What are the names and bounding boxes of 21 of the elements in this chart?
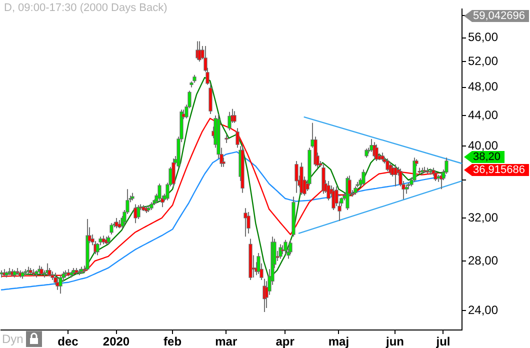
x-tick-label: 2020: [102, 334, 130, 348]
y-tick-label: 28,00: [468, 253, 498, 268]
y-tick-label: 24,00: [468, 302, 498, 317]
text: 36,915686: [464, 164, 529, 176]
y-tick-label: 40,00: [468, 138, 498, 152]
x-tick-label: jul: [435, 334, 450, 348]
x-tick-label: jun: [384, 334, 404, 348]
text: 38,20: [464, 151, 505, 163]
x-tick-label: dec: [58, 334, 79, 348]
y-tick-label: 48,00: [468, 80, 498, 94]
x-tick-label: apr: [276, 334, 295, 348]
y-tick-label: 52,00: [468, 54, 498, 68]
text: Dyn: [2, 332, 24, 346]
y-tick-label: 44,00: [468, 108, 498, 122]
x-tick-label: maj: [328, 334, 350, 348]
x-tick-label: feb: [164, 334, 182, 348]
text: 59,042696: [464, 10, 529, 22]
x-tick-label: mar: [215, 334, 238, 348]
chart-title: D, 09:00-17:30 (2000 Days Back): [4, 2, 168, 14]
y-tick-label: 56,00: [468, 30, 498, 44]
y-tick-label: 32,00: [468, 210, 498, 224]
